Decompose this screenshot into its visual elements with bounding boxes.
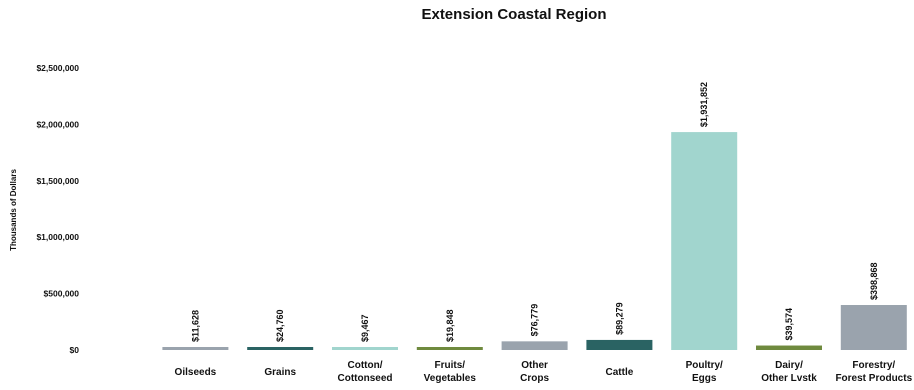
y-tick-label: $1,500,000	[36, 176, 79, 186]
x-tick-label: Cottonseed	[338, 373, 393, 384]
bar	[671, 132, 738, 350]
bar	[332, 347, 398, 350]
data-label: $9,467	[360, 314, 370, 342]
x-axis-ticks: Oilseeds Grains Cotton/Cottonseed Fruits/Ve…	[175, 360, 913, 384]
data-label: $11,628	[190, 310, 200, 342]
bar	[247, 347, 314, 350]
y-tick-label: $1,000,000	[36, 232, 79, 242]
x-tick-label: Other	[521, 360, 548, 371]
x-tick-label: Forestry/	[852, 360, 895, 371]
x-tick-label: Vegetables	[424, 373, 477, 384]
bar	[416, 347, 483, 350]
x-tick-label: Cotton/	[348, 360, 383, 371]
data-label: $24,760	[275, 309, 285, 342]
data-label: $398,868	[869, 262, 879, 300]
data-labels: $11,628 $24,760 $9,467 $19,848 $76,779 $89,27…	[190, 82, 878, 342]
data-label: $39,574	[784, 308, 794, 341]
data-label: $1,931,852	[699, 82, 709, 127]
x-tick-label: Crops	[520, 373, 549, 384]
bar	[501, 341, 568, 350]
bar	[586, 339, 653, 350]
x-tick-label: Cattle	[606, 367, 634, 378]
x-tick-label: Eggs	[692, 373, 717, 384]
y-tick-label: $500,000	[44, 289, 80, 299]
chart-title: Extension Coastal Region	[421, 6, 606, 23]
x-tick-label: Fruits/	[435, 360, 466, 371]
y-axis-ticks: $0 $500,000 $1,000,000 $1,500,000 $2,000,000…	[36, 63, 79, 355]
y-tick-label: $0	[70, 345, 80, 355]
bars	[162, 132, 907, 350]
data-label: $76,779	[530, 304, 540, 337]
x-tick-label: Grains	[264, 367, 296, 378]
y-tick-label: $2,000,000	[36, 119, 79, 129]
data-label: $19,848	[445, 309, 455, 342]
x-tick-label: Forest Products	[835, 373, 912, 384]
x-tick-label: Dairy/	[775, 360, 803, 371]
y-tick-label: $2,500,000	[36, 63, 79, 73]
bar	[756, 345, 822, 350]
x-tick-label: Oilseeds	[175, 367, 217, 378]
bar	[840, 305, 907, 350]
x-tick-label: Poultry/	[686, 360, 723, 371]
y-axis-label: Thousands of Dollars	[9, 169, 18, 251]
bar	[162, 347, 229, 350]
data-label: $89,279	[614, 302, 624, 335]
x-tick-label: Other Lvstk	[761, 373, 817, 384]
